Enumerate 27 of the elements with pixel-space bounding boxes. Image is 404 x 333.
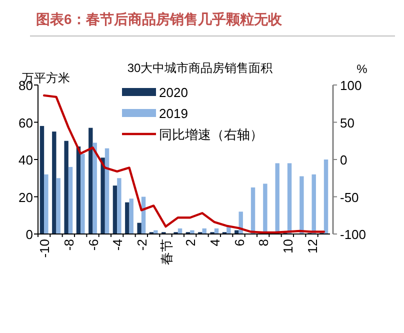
y2-tick-label: 100 xyxy=(340,78,362,93)
x-tick-label: -6 xyxy=(86,239,101,251)
legend-label: 同比增速（右轴） xyxy=(159,127,263,142)
y-tick-label: 60 xyxy=(18,115,33,130)
y2-tick-label: 50 xyxy=(340,115,354,130)
x-tick-label: 8 xyxy=(256,239,272,246)
x-tick-label: -10 xyxy=(37,239,52,258)
chart-subtitle: 30大中城市商品房销售面积 xyxy=(127,61,273,75)
y2-tick-label: 0 xyxy=(340,152,348,168)
legend-label: 2019 xyxy=(159,106,188,121)
x-tick-label: 12 xyxy=(304,239,320,254)
y-tick-label: 0 xyxy=(26,227,33,242)
y-tick-label: 20 xyxy=(18,190,33,205)
x-tick-label: 春节 xyxy=(158,239,174,265)
x-tick-label: 10 xyxy=(280,239,296,254)
chart-title: 图表6：春节后商品房销售几乎颗粒无收 xyxy=(36,11,283,27)
x-tick-label: 4 xyxy=(207,239,222,246)
x-tick-label: -4 xyxy=(110,239,126,251)
x-tick-label: -2 xyxy=(134,239,150,251)
y2-axis-title: % xyxy=(356,62,368,76)
x-tick-label: 2 xyxy=(183,239,198,246)
y2-tick-label: -100 xyxy=(340,227,366,242)
y2-tick-label: -50 xyxy=(340,190,359,205)
legend-label: 2020 xyxy=(159,85,188,100)
x-tick-label: 6 xyxy=(232,239,247,246)
x-tick-label: -8 xyxy=(61,239,76,251)
y-tick-label: 40 xyxy=(18,152,33,168)
